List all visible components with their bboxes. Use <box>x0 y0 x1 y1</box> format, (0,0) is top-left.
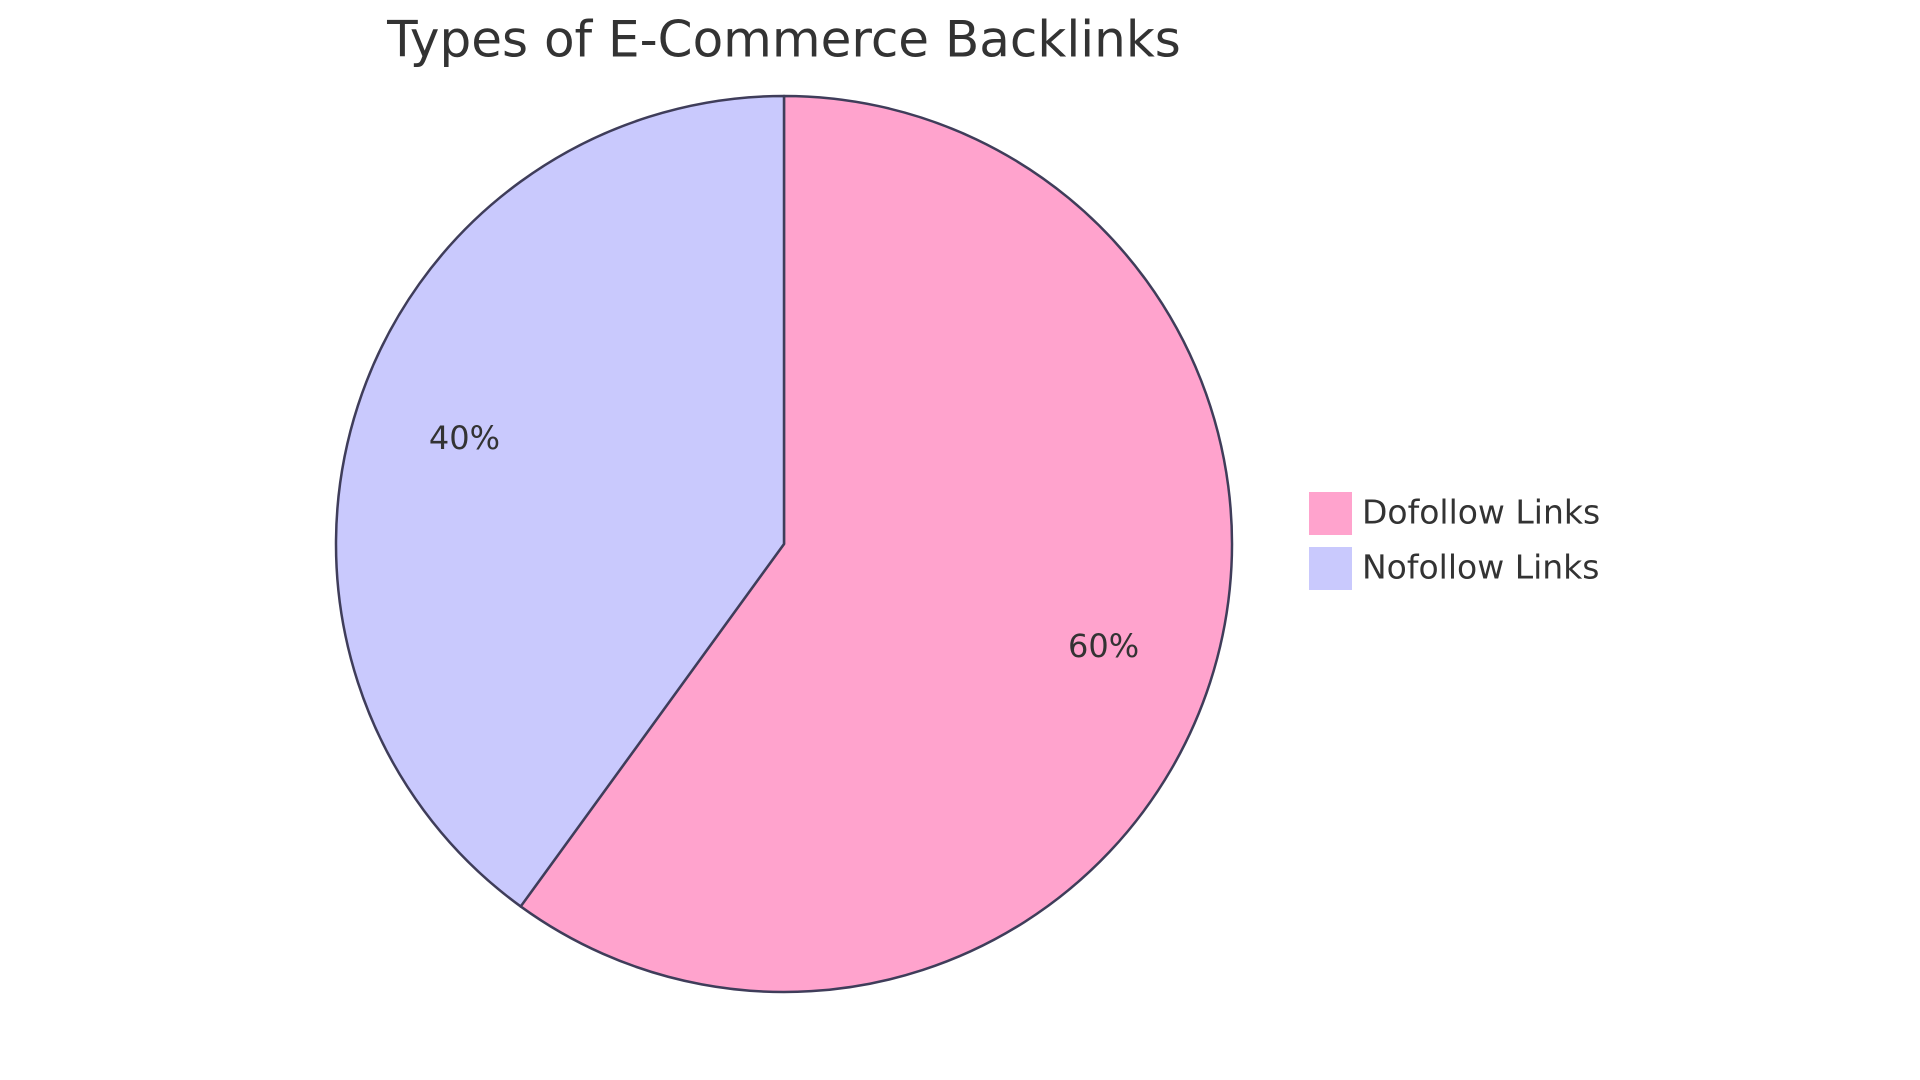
pie-slice <box>519 94 1234 994</box>
legend-swatch <box>1307 490 1354 537</box>
pie-slice <box>334 94 786 908</box>
data-label: 40% <box>429 419 500 457</box>
legend-swatch <box>1307 545 1354 592</box>
legend-label: Dofollow Links <box>1362 493 1600 532</box>
legend-label: Nofollow Links <box>1362 548 1599 587</box>
data-label: 60% <box>1068 627 1139 665</box>
chart-title: Types of E-Commerce Backlinks <box>386 11 1181 69</box>
